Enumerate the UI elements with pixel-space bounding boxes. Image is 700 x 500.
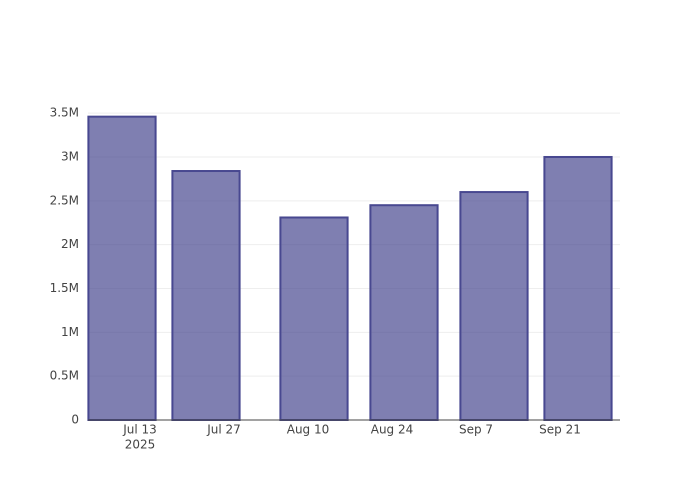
- x-tick-label: Jul 27: [206, 423, 241, 437]
- x-tick-label: Sep 21: [539, 423, 581, 437]
- bar: [171, 170, 241, 421]
- y-tick-label: 2.5M: [50, 193, 79, 207]
- y-tick-label: 3.5M: [50, 106, 79, 120]
- bar: [459, 191, 529, 421]
- bar: [87, 115, 157, 421]
- x-tick-sublabel: 2025: [125, 438, 156, 452]
- x-tick-label: Aug 24: [371, 423, 414, 437]
- y-tick-label: 3M: [61, 149, 79, 163]
- x-tick-label: Jul 13: [122, 423, 157, 437]
- y-tick-label: 0.5M: [50, 369, 79, 383]
- x-tick-label: Aug 10: [287, 423, 330, 437]
- y-tick-label: 0: [71, 413, 79, 427]
- y-tick-label: 1.5M: [50, 281, 79, 295]
- bar: [369, 204, 439, 421]
- bar: [543, 155, 613, 421]
- y-tick-label: 2M: [61, 237, 79, 251]
- y-tick-label: 1M: [61, 325, 79, 339]
- bar: [279, 216, 349, 421]
- x-tick-label: Sep 7: [459, 423, 493, 437]
